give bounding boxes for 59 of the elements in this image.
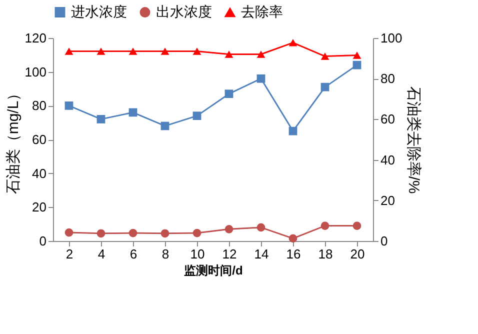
- y2-tick-label: 80: [380, 71, 395, 86]
- point: [160, 229, 170, 238]
- legend-label: 进水浓度: [71, 3, 127, 20]
- legend-label: 出水浓度: [156, 3, 212, 20]
- y2-tick-label: 20: [380, 192, 395, 208]
- point: [352, 60, 362, 70]
- point: [288, 126, 298, 136]
- x-tick-label: 10: [190, 246, 205, 262]
- legend-label: 去除率: [241, 4, 283, 20]
- x-tick-label: 16: [286, 246, 301, 262]
- x-tick-label: 12: [222, 246, 237, 262]
- y2-tick-label: 60: [380, 112, 395, 127]
- x-tick-label: 2: [66, 246, 74, 262]
- point: [224, 224, 234, 234]
- y2-tick-label: 0: [380, 234, 388, 248]
- point: [288, 39, 298, 46]
- x-tick-label: 8: [162, 246, 170, 262]
- point: [224, 50, 234, 58]
- y-axis-title: 石油类（mg/L）: [4, 86, 22, 194]
- y2-tick-label: 100: [380, 30, 402, 46]
- point: [64, 228, 74, 237]
- point: [128, 48, 138, 55]
- y-tick-label: 20: [32, 200, 46, 215]
- y2-tick-label: 40: [380, 152, 395, 168]
- point: [192, 228, 202, 238]
- point: [224, 90, 234, 98]
- point: [352, 222, 362, 230]
- x-tick-label: 14: [254, 246, 269, 262]
- point: [64, 48, 74, 55]
- point: [320, 222, 330, 230]
- point: [128, 108, 138, 117]
- y-tick-label: 80: [32, 98, 46, 114]
- y2-axis-title: 石油类去除率/%: [405, 86, 422, 194]
- x-tick-label: 4: [98, 246, 106, 262]
- y-tick-label: 120: [24, 30, 46, 46]
- y-tick-label: 100: [24, 64, 46, 80]
- point: [256, 50, 266, 58]
- x-tick-label: 20: [350, 246, 365, 262]
- point: [352, 52, 362, 59]
- point: [288, 234, 298, 243]
- point: [320, 52, 330, 60]
- y-tick-label: 60: [32, 132, 46, 147]
- point: [64, 101, 74, 110]
- y-tick-label: 40: [32, 166, 46, 181]
- point: [128, 228, 138, 238]
- y-tick-label: 0: [39, 234, 46, 248]
- point: [192, 48, 202, 55]
- x-tick-label: 18: [318, 246, 333, 262]
- point: [160, 48, 170, 55]
- point: [256, 223, 266, 232]
- point: [256, 74, 266, 83]
- point: [160, 122, 170, 130]
- point: [96, 48, 106, 55]
- point: [96, 115, 106, 124]
- x-tick-label: 6: [130, 246, 138, 262]
- point: [320, 82, 330, 92]
- point: [96, 229, 106, 238]
- point: [192, 112, 202, 120]
- x-axis-title: 监测时间/d: [184, 264, 243, 278]
